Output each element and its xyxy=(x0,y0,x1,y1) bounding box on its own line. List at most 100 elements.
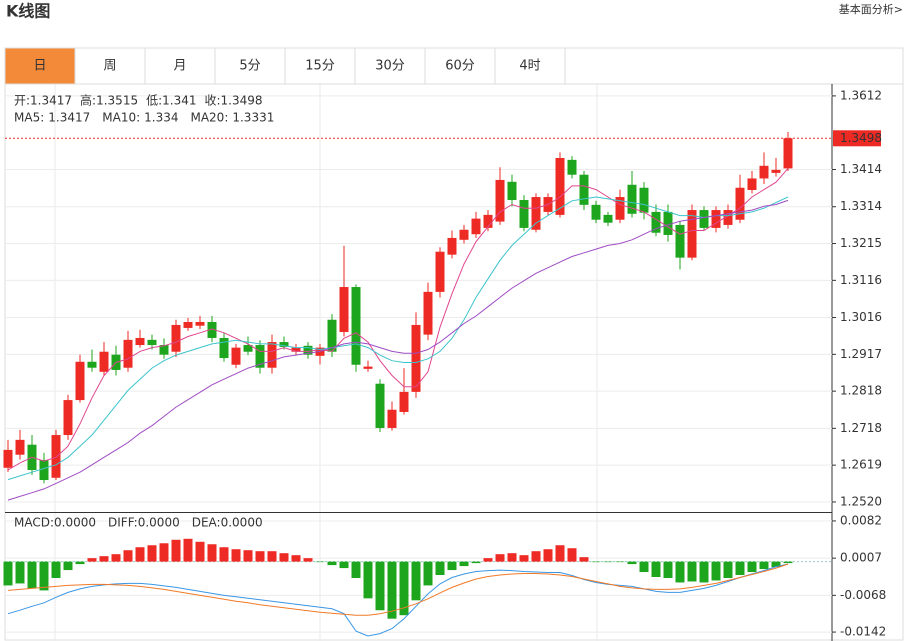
macd-bar xyxy=(711,561,721,581)
macd-bar xyxy=(555,545,565,562)
candle-body xyxy=(171,324,181,352)
legend-name: DIFF: xyxy=(108,516,138,530)
macd-bar xyxy=(675,561,685,583)
tab-label[interactable]: 5分 xyxy=(239,59,260,74)
tab-label[interactable]: 15分 xyxy=(305,59,335,74)
macd-bar xyxy=(351,561,361,578)
info-label: 开: xyxy=(14,94,30,108)
macd-line xyxy=(7,563,789,616)
candle-body xyxy=(783,138,793,169)
tab-label[interactable]: 30分 xyxy=(375,59,405,74)
macd-bar xyxy=(51,561,61,578)
ma-line xyxy=(7,168,789,471)
macd-bar xyxy=(279,553,289,562)
candle-body xyxy=(423,291,433,335)
macd-bar xyxy=(783,561,793,564)
tab-label[interactable]: 日 xyxy=(33,59,46,74)
macd-bar xyxy=(639,561,649,573)
y-tick-label: 1.2619 xyxy=(840,458,882,472)
info-label: 高: xyxy=(80,93,96,108)
last-price-box xyxy=(833,130,881,147)
candle-body xyxy=(567,159,577,175)
candle-body xyxy=(687,210,697,258)
info-value: 1.341 xyxy=(162,94,196,108)
candle-body xyxy=(675,224,685,258)
tab-bg[interactable] xyxy=(284,47,356,85)
macd-bar xyxy=(171,539,181,562)
candle-body xyxy=(459,229,469,240)
macd-bar xyxy=(651,561,661,577)
candle-body xyxy=(231,347,241,365)
macd-bar xyxy=(75,561,85,565)
candle-body xyxy=(267,342,277,368)
legend-value: 1.3417 xyxy=(48,111,90,125)
candle-body xyxy=(579,174,589,205)
candle-body xyxy=(447,237,457,255)
fundamental-link[interactable]: 基本面分析> xyxy=(839,2,903,16)
tab-bg[interactable] xyxy=(4,47,76,85)
ma-line xyxy=(7,199,789,501)
ma-line xyxy=(7,196,789,481)
macd-bar xyxy=(531,551,541,562)
candle-body xyxy=(615,197,625,220)
tab-bg[interactable] xyxy=(214,47,286,85)
candle-body xyxy=(99,351,109,372)
tab-bg[interactable] xyxy=(74,47,146,85)
macd-bar xyxy=(207,544,217,562)
tab-bg[interactable] xyxy=(424,47,496,85)
y-tick-label: 1.3016 xyxy=(840,310,882,324)
candle-body xyxy=(207,321,217,338)
macd-bar xyxy=(411,561,421,601)
macd-bar xyxy=(195,541,205,562)
candle-body xyxy=(735,187,745,220)
candle-body xyxy=(759,165,769,179)
legend-value: 1.3331 xyxy=(232,111,274,125)
macd-bar xyxy=(39,561,49,591)
macd-bar xyxy=(243,550,253,562)
macd-bar xyxy=(663,561,673,578)
tab-label[interactable]: 60分 xyxy=(445,59,475,74)
legend-value: 0.0000 xyxy=(221,516,263,530)
macd-bar xyxy=(507,553,517,562)
candle-body xyxy=(435,251,445,292)
candle-body xyxy=(399,391,409,412)
candle-body xyxy=(555,157,565,215)
candle-body xyxy=(603,214,613,223)
y-tick-label: -0.0142 xyxy=(840,625,886,639)
legend-value: 0.0000 xyxy=(138,516,180,530)
macd-bar xyxy=(591,561,601,563)
candle-body xyxy=(219,337,229,359)
y-tick-label: 1.3314 xyxy=(840,199,882,213)
candle-body xyxy=(135,337,145,346)
info-value: 1.3498 xyxy=(221,94,263,108)
candle-body xyxy=(411,324,421,392)
macd-bar xyxy=(27,561,37,589)
macd-bar xyxy=(387,561,397,619)
macd-bar xyxy=(435,561,445,576)
legend-name: MA5: xyxy=(14,111,44,125)
macd-bar xyxy=(3,561,13,586)
candle-body xyxy=(183,321,193,328)
candle-body xyxy=(15,439,25,455)
macd-bar xyxy=(495,554,505,562)
legend-name: MACD: xyxy=(14,516,54,530)
y-tick-label: -0.0068 xyxy=(840,588,886,602)
tab-label[interactable]: 周 xyxy=(103,59,116,74)
macd-bar xyxy=(15,561,25,584)
macd-bar xyxy=(615,561,625,563)
macd-bar xyxy=(291,555,301,562)
candle-body xyxy=(483,214,493,228)
macd-bar xyxy=(423,561,433,586)
candle-body xyxy=(147,339,157,346)
tab-label[interactable]: 月 xyxy=(173,59,186,74)
candle-body xyxy=(495,179,505,222)
tab-label[interactable]: 4时 xyxy=(519,59,540,74)
info-value: 1.3515 xyxy=(96,94,138,108)
macd-bar xyxy=(255,551,265,562)
tab-bg[interactable] xyxy=(144,47,216,85)
macd-bar xyxy=(759,561,769,570)
tab-bg[interactable] xyxy=(494,47,566,85)
macd-bar xyxy=(483,558,493,562)
candle-body xyxy=(51,435,61,478)
